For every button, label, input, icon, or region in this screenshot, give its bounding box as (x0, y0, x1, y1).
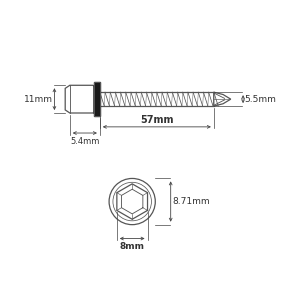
Text: 11mm: 11mm (24, 94, 53, 103)
Text: 57mm: 57mm (140, 115, 174, 124)
Bar (94, 82, 100, 116)
Text: 5.5mm: 5.5mm (244, 94, 277, 103)
Text: 5.4mm: 5.4mm (70, 137, 100, 146)
Text: 8.71mm: 8.71mm (172, 197, 210, 206)
Text: 8mm: 8mm (120, 242, 145, 251)
